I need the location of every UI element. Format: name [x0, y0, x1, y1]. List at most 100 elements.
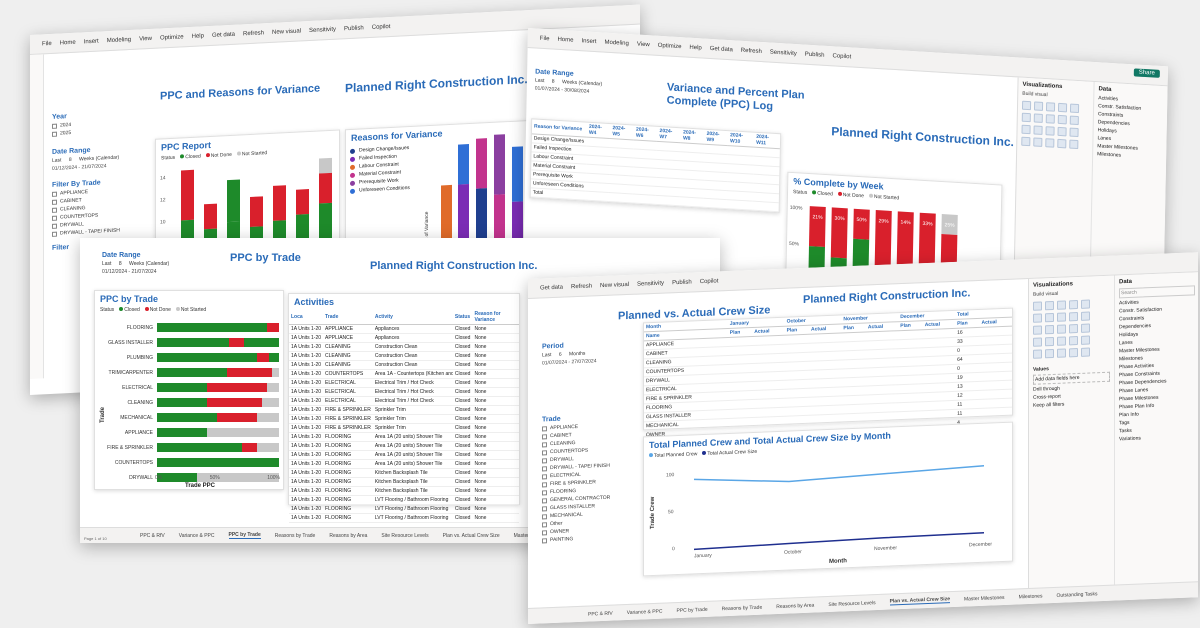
table-row[interactable]: 1A Units 1-20 COUNTERTOPS Area 1A - Counte… [289, 369, 519, 379]
table-cell: Appliances [372, 333, 453, 343]
table-row[interactable]: 1A Units 1-20 FLOORING Area 1A (20 units) … [289, 450, 519, 460]
tab-milestones[interactable]: Milestones [1018, 592, 1043, 600]
ribbon-file[interactable]: File [42, 40, 52, 47]
table-row[interactable]: 1A Units 1-20 FIRE & SPRINKLER Sprinkler T… [289, 423, 519, 433]
ribbon-optimize[interactable]: Optimize [159, 33, 184, 42]
tab-variance-ppc[interactable]: Variance & PPC [178, 532, 215, 539]
ribbon-view[interactable]: View [139, 35, 152, 43]
trade-checkbox[interactable]: PAINTING [542, 534, 622, 543]
data-search-input[interactable]: Search [1119, 285, 1195, 299]
tab-reasons-by-trade[interactable]: Reasons by Trade [274, 532, 316, 539]
col-header[interactable]: Activity [372, 310, 453, 325]
ribbon-home[interactable]: Home [557, 36, 574, 44]
table-row[interactable]: 1A Units 1-20 FLOORING Kitchen Backsplash … [289, 486, 519, 496]
table-cell: Electrical Trim / Hot Check [372, 378, 453, 388]
table-row[interactable]: 1A Units 1-20 FLOORING Area 1A (20 units) … [289, 441, 519, 451]
tab-ppc-by-trade[interactable]: PPC by Trade [228, 532, 261, 539]
refresh-button[interactable]: Refresh [243, 29, 265, 37]
table-row[interactable]: 1A Units 1-20 FLOORING Kitchen Backsplash … [289, 477, 519, 487]
tab-plan-vs-actual[interactable]: Plan vs. Actual Crew Size [442, 532, 500, 539]
ribbon-home[interactable]: Home [59, 39, 76, 47]
tab-master-milestones[interactable]: Master Milestones [963, 594, 1005, 603]
trade-bar-chart: Trade FLOORING GLASS INSTALLER PLUMBING … [100, 323, 279, 482]
table-cell: FLOORING [323, 450, 373, 460]
col-header[interactable]: Trade [323, 310, 373, 325]
table-row[interactable]: 1A Units 1-20 FIRE & SPRINKLER Sprinkler T… [289, 414, 519, 424]
refresh-button[interactable]: Refresh [571, 282, 593, 290]
ribbon-insert[interactable]: Insert [83, 38, 99, 45]
table-row[interactable]: 1A Units 1-20 ELECTRICAL Electrical Trim /… [289, 378, 519, 388]
ribbon-insert[interactable]: Insert [581, 37, 597, 45]
table-row[interactable]: 1A Units 1-20 CLEANING Construction Clean C… [289, 351, 519, 361]
publish-button[interactable]: Publish [344, 24, 364, 32]
table-row[interactable]: 1A Units 1-20 FLOORING LVT Flooring / Bath… [289, 513, 519, 523]
tab-reasons-by-area[interactable]: Reasons by Area [329, 532, 368, 539]
col-header[interactable]: Reason for Variance [472, 310, 519, 325]
tab-site-resource[interactable]: Site Resource Levels [381, 532, 429, 539]
table-row[interactable]: 1A Units 1-20 CLEANING Construction Clean C… [289, 360, 519, 370]
svg-text:Trade Crew: Trade Crew [650, 496, 656, 529]
tab-ppc-rfv[interactable]: PPC & RfV [588, 610, 613, 618]
ribbon-help[interactable]: Help [191, 32, 204, 40]
table-row[interactable]: 1A Units 1-20 APPLIANCE Appliances Closed No… [289, 333, 519, 343]
table-cell: ELECTRICAL [323, 387, 373, 397]
table-row[interactable]: 1A Units 1-20 APPLIANCE Appliances Closed No… [289, 324, 519, 334]
tab-outstanding-tasks[interactable]: Outstanding Tasks [1056, 590, 1098, 599]
ribbon-modeling[interactable]: Modeling [106, 36, 132, 44]
data-field[interactable]: Variations [1119, 435, 1141, 443]
get-data-button[interactable]: Get data [540, 284, 564, 292]
visual-type-grid[interactable] [1033, 299, 1110, 359]
table-cell: Sprinkler Trim [372, 423, 453, 433]
table-cell: Electrical Trim / Hot Check [372, 396, 453, 406]
get-data-button[interactable]: Get data [211, 31, 235, 39]
copilot-button[interactable]: Copilot [832, 52, 852, 60]
table-row[interactable]: 1A Units 1-20 ELECTRICAL Electrical Trim /… [289, 387, 519, 397]
refresh-button[interactable]: Refresh [740, 47, 762, 55]
tab-ppc-rfv[interactable]: PPC & RfV [140, 532, 165, 539]
ribbon-optimize[interactable]: Optimize [657, 42, 682, 50]
table-cell: Kitchen Backsplash Tile [372, 486, 453, 496]
ribbon-file[interactable]: File [539, 35, 550, 42]
add-fields-well[interactable]: Add data fields here [1033, 371, 1110, 385]
tab-plan-vs-actual[interactable]: Plan vs. Actual Crew Size [889, 596, 950, 606]
visualizations-pane: Visualizations Build visual Values Add d… [1028, 272, 1198, 588]
publish-button[interactable]: Publish [672, 278, 692, 286]
ribbon-view[interactable]: View [636, 41, 650, 48]
ribbon-modeling[interactable]: Modeling [604, 39, 629, 47]
table-cell: None [472, 414, 519, 424]
table-row[interactable]: 1A Units 1-20 FLOORING Area 1A (20 units) … [289, 459, 519, 469]
tab-reasons-by-trade[interactable]: Reasons by Trade [721, 604, 763, 612]
table-cell: LVT Flooring / Bathroom Flooring [372, 504, 453, 514]
table-cell: None [472, 486, 519, 496]
publish-button[interactable]: Publish [804, 51, 825, 59]
tab-ppc-by-trade[interactable]: PPC by Trade [676, 606, 708, 614]
table-row[interactable]: 1A Units 1-20 CLEANING Construction Clean C… [289, 342, 519, 352]
table-row[interactable]: 1A Units 1-20 FLOORING LVT Flooring / Bath… [289, 495, 519, 505]
col-header[interactable]: Status [452, 310, 473, 325]
data-field[interactable]: Milestones [1097, 151, 1122, 159]
new-visual-button[interactable]: New visual [272, 27, 302, 36]
tab-variance-ppc[interactable]: Variance & PPC [626, 608, 663, 616]
table-row[interactable]: 1A Units 1-20 FLOORING LVT Flooring / Bath… [289, 504, 519, 514]
ribbon-help[interactable]: Help [689, 44, 702, 51]
get-data-button[interactable]: Get data [709, 45, 733, 53]
copilot-button[interactable]: Copilot [371, 23, 391, 31]
keep-filters-toggle[interactable]: Keep all filters [1033, 401, 1065, 409]
table-row[interactable]: 1A Units 1-20 FLOORING Kitchen Backsplash … [289, 468, 519, 478]
col-header[interactable]: Loca [289, 310, 324, 325]
sensitivity-button[interactable]: Sensitivity [769, 49, 797, 57]
table-row[interactable]: 1A Units 1-20 FIRE & SPRINKLER Sprinkler T… [289, 405, 519, 415]
sensitivity-button[interactable]: Sensitivity [637, 280, 665, 288]
visual-type-grid[interactable] [1021, 100, 1089, 150]
date-span: 01/07/2024 - 27/07/2024 [542, 358, 597, 367]
tab-site-resource[interactable]: Site Resource Levels [828, 599, 876, 608]
chart-legend: Status Closed Not Done Not Started [100, 307, 207, 313]
table-row[interactable]: 1A Units 1-20 ELECTRICAL Electrical Trim /… [289, 396, 519, 406]
share-button[interactable]: Share [1133, 68, 1160, 78]
table-row[interactable]: 1A Units 1-20 FLOORING Area 1A (20 units) … [289, 432, 519, 442]
copilot-button[interactable]: Copilot [699, 277, 719, 285]
relative-date-control[interactable]: Last 8 Weeks (Calendar) [102, 261, 170, 267]
tab-reasons-by-area[interactable]: Reasons by Area [776, 602, 815, 610]
new-visual-button[interactable]: New visual [600, 281, 630, 289]
sensitivity-button[interactable]: Sensitivity [309, 26, 337, 34]
